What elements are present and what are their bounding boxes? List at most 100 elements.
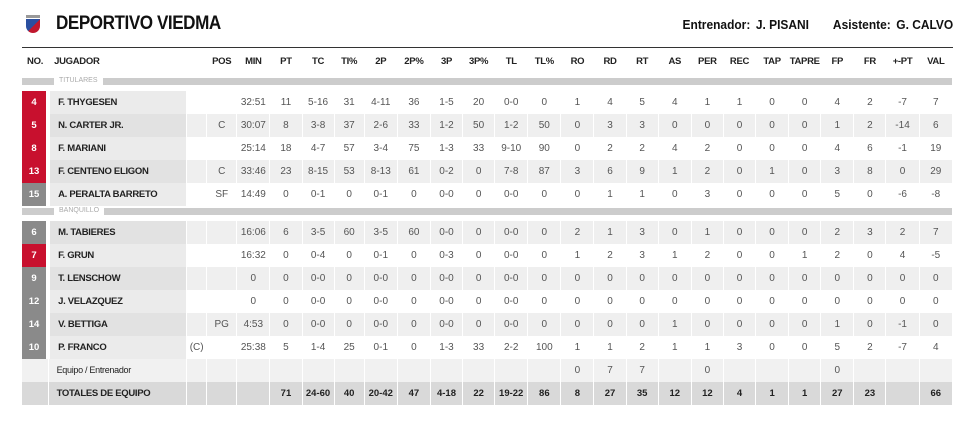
player-name[interactable]: V. BETTIGA — [48, 312, 188, 336]
stat-cell: 33 — [397, 113, 431, 137]
stat-cell: 5 — [820, 335, 855, 359]
stat-cell: -6 — [885, 182, 920, 206]
column-header[interactable]: TI% — [334, 47, 365, 76]
stat-cell: 50 — [527, 113, 562, 137]
stat-cell: 0-1 — [364, 182, 398, 206]
column-header[interactable]: AS — [658, 47, 692, 76]
column-header[interactable]: 2P — [364, 47, 398, 76]
player-row[interactable]: 6 M. TABIERES 16:06 6 3-5 60 3-5 60 0-0 0 0-0 0 2 1 3 0… — [22, 220, 954, 244]
player-row[interactable]: 8 F. MARIANI 25:14 18 4-7 57 3-4 75 1-3 33 9-10 90 0… — [22, 136, 954, 160]
column-header[interactable] — [186, 47, 207, 76]
column-header[interactable]: RT — [626, 47, 659, 76]
player-row[interactable]: 14 V. BETTIGA PG 4:53 0 0-0 0 0-0 0 0-0 0 0-0 0 0 0 0 1 0… — [22, 312, 954, 336]
stat-cell: 0-0 — [430, 289, 464, 313]
column-header[interactable]: 3P — [430, 47, 463, 76]
stat-cell: 2 — [691, 243, 724, 267]
stat-cell: 0 — [755, 335, 790, 359]
stat-cell: 3 — [593, 113, 627, 137]
stat-cell: 1 — [788, 381, 822, 405]
column-header[interactable]: FP — [820, 47, 854, 76]
stat-cell: 7 — [919, 90, 954, 114]
stat-cell: 4:53 — [236, 312, 271, 336]
stat-cell: 0 — [755, 90, 790, 114]
player-name[interactable]: F. THYGESEN — [48, 90, 188, 114]
player-row[interactable]: 10 P. FRANCO (C) 25:38 5 1-4 25 0-1 0 1-3 33 2-2 100… — [22, 335, 954, 359]
stat-cell — [236, 381, 271, 405]
player-name[interactable]: A. PERALTA BARRETO — [48, 182, 188, 206]
stat-cell: 8 — [560, 381, 595, 405]
player-row[interactable]: 13 F. CENTENO ELIGON C 33:46 23 8-15 53 8-13 61 0… — [22, 159, 954, 183]
player-row[interactable]: 4 F. THYGESEN 32:51 11 5-16 31 4-11 36 1-5 20 0-0 0… — [22, 90, 954, 114]
player-name[interactable]: T. LENSCHOW — [48, 266, 188, 290]
column-header[interactable]: VAL — [919, 47, 953, 76]
stat-cell: 0 — [560, 358, 595, 382]
empty-cell — [186, 358, 208, 382]
column-header[interactable]: TC — [302, 47, 335, 76]
stat-cell — [755, 358, 790, 382]
column-header[interactable]: RD — [593, 47, 627, 76]
stat-cell: 0 — [788, 289, 822, 313]
player-row[interactable]: 7 F. GRUN 16:32 0 0-4 0 0-1 0 0-3 0 0-0 0 1 2 3 1 2 0 0 1 2 0… — [22, 243, 954, 267]
row-label: Equipo / Entrenador — [48, 358, 188, 382]
column-header[interactable]: MIN — [236, 47, 270, 76]
column-header[interactable]: +-PT — [885, 47, 920, 76]
column-header[interactable]: TAP — [755, 47, 789, 76]
stat-cell: 0-0 — [494, 220, 529, 244]
player-name[interactable]: M. TABIERES — [48, 220, 188, 244]
stat-cell: 0 — [755, 182, 790, 206]
player-name[interactable]: F. CENTENO ELIGON — [48, 159, 188, 183]
stat-cell: 0 — [820, 266, 855, 290]
stat-cell: 37 — [334, 113, 365, 137]
column-header[interactable]: POS — [206, 47, 237, 76]
stat-cell: 7-8 — [494, 159, 529, 183]
column-header[interactable]: 3P% — [462, 47, 495, 76]
stat-cell: 0 — [527, 243, 562, 267]
stat-cell: 4 — [820, 136, 855, 160]
player-name[interactable]: F. GRUN — [48, 243, 188, 267]
stat-cell: 2 — [560, 220, 595, 244]
stat-cell: 2 — [820, 243, 855, 267]
column-header[interactable]: PT — [269, 47, 302, 76]
column-header[interactable]: REC — [723, 47, 756, 76]
column-header[interactable]: TL% — [527, 47, 561, 76]
coach-name: J. PISANI — [755, 16, 809, 32]
column-header[interactable]: TL — [494, 47, 528, 76]
column-header[interactable]: JUGADOR — [48, 47, 187, 76]
stat-cell: 0 — [691, 289, 724, 313]
stat-cell: 2 — [853, 113, 887, 137]
stat-cell: -7 — [885, 90, 920, 114]
stat-cell: 2 — [853, 90, 887, 114]
player-name[interactable]: P. FRANCO — [48, 335, 188, 359]
player-row[interactable]: 12 J. VELAZQUEZ 0 0 0-0 0 0-0 0 0-0 0 0-0 0 0 0 0 0 0 0 0 0… — [22, 289, 954, 313]
column-header[interactable]: NO. — [22, 47, 49, 76]
stat-cell: 27 — [820, 381, 855, 405]
player-name[interactable]: F. MARIANI — [48, 136, 188, 160]
player-row[interactable]: 5 N. CARTER JR. C 30:07 8 3-8 37 2-6 33 1-2 50 1-2 5… — [22, 113, 954, 137]
stat-cell: 3 — [723, 335, 757, 359]
jersey-number-badge: 6 — [22, 220, 51, 244]
stat-cell: 0 — [462, 182, 496, 206]
stat-cell: 0-0 — [302, 312, 335, 336]
column-header[interactable]: PER — [691, 47, 724, 76]
jersey-number-badge: 5 — [22, 113, 51, 137]
stat-cell: 7 — [919, 220, 954, 244]
column-header[interactable]: TAPRE — [788, 47, 821, 76]
stat-cell: 6 — [919, 113, 954, 137]
stat-cell: 22 — [462, 381, 496, 405]
column-header[interactable]: FR — [853, 47, 886, 76]
stat-cell: 0 — [334, 243, 365, 267]
stat-cell: 0 — [788, 136, 822, 160]
stat-cell: -5 — [919, 243, 954, 267]
player-name[interactable]: J. VELAZQUEZ — [48, 289, 188, 313]
column-header[interactable]: 2P% — [397, 47, 431, 76]
player-row[interactable]: 15 A. PERALTA BARRETO SF 14:49 0 0-1 0 0-1 0 0-0 0… — [22, 182, 954, 206]
stat-cell — [302, 358, 335, 382]
stat-cell: 0 — [691, 266, 724, 290]
stat-cell: 0 — [593, 312, 627, 336]
column-header[interactable]: RO — [560, 47, 594, 76]
stat-cell: -14 — [885, 113, 920, 137]
stat-cell: 0 — [723, 159, 757, 183]
player-name[interactable]: N. CARTER JR. — [48, 113, 188, 137]
player-row[interactable]: 9 T. LENSCHOW 0 0 0-0 0 0-0 0 0-0 0 0-0 0 0 0 0 0 0 0 0 0 0 0… — [22, 266, 954, 290]
stat-cell: 3 — [853, 220, 887, 244]
